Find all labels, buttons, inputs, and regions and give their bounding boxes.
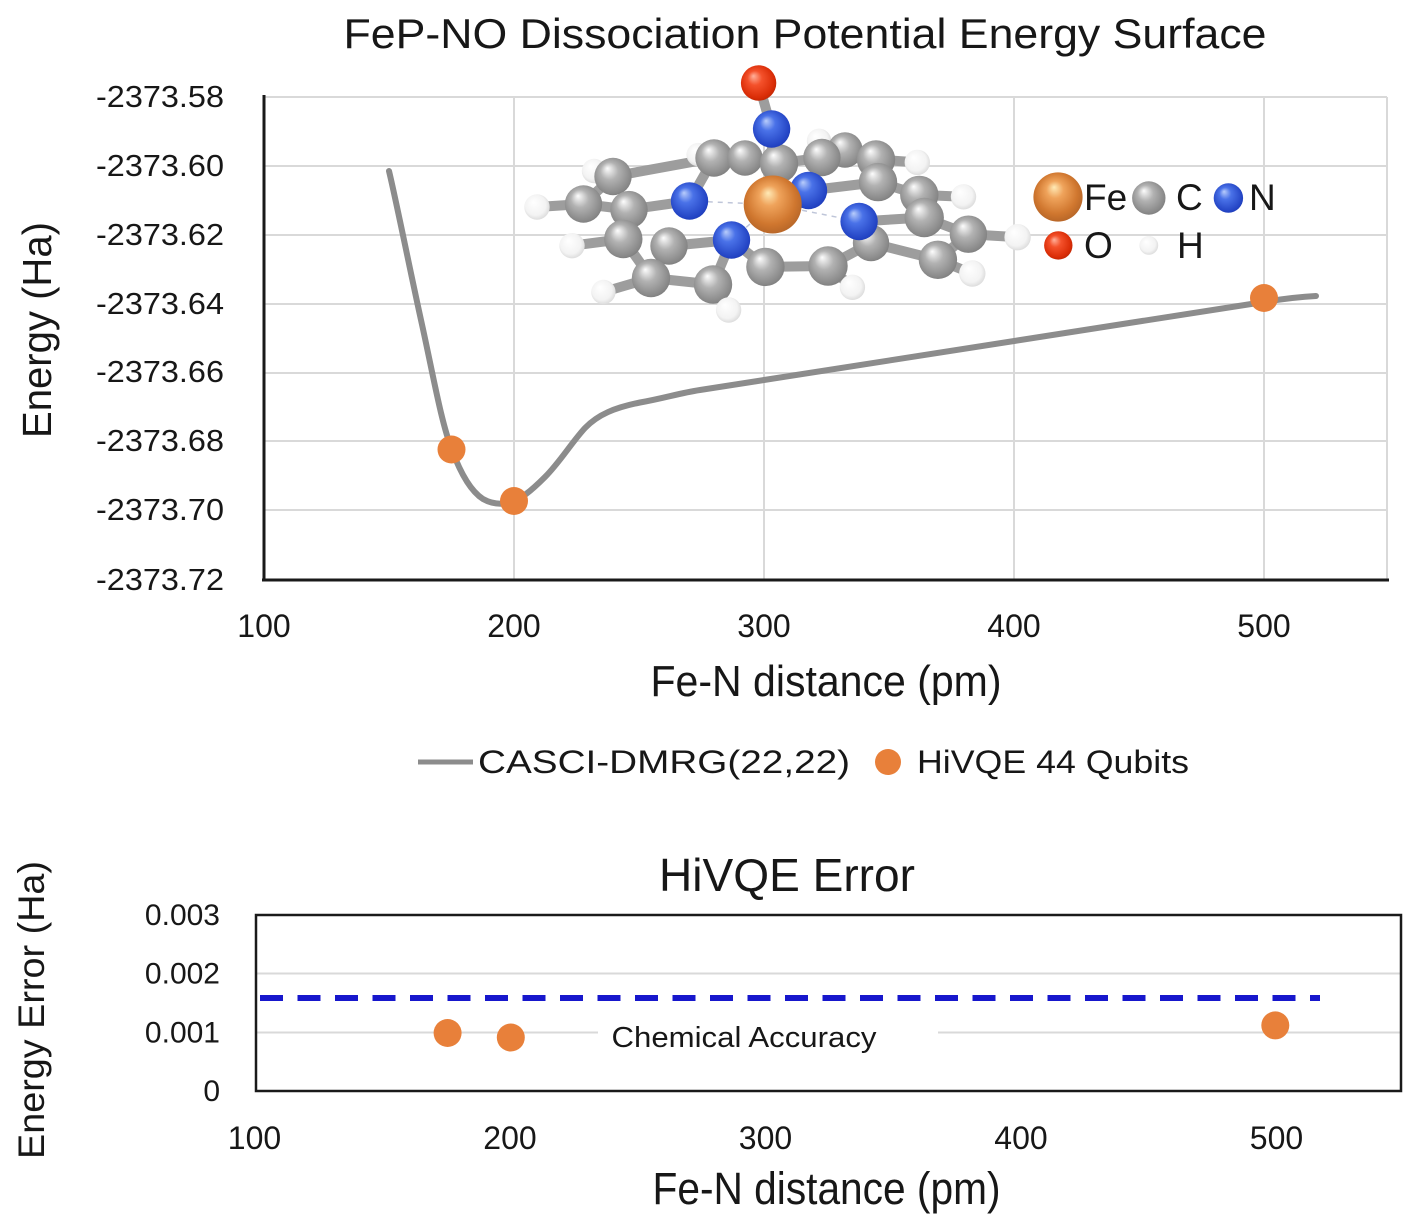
svg-text:-2373.60: -2373.60 <box>96 148 224 183</box>
svg-text:HiVQE Error: HiVQE Error <box>659 849 915 901</box>
svg-text:100: 100 <box>237 608 290 644</box>
svg-text:-2373.70: -2373.70 <box>96 492 224 527</box>
svg-text:-2373.58: -2373.58 <box>96 79 224 114</box>
svg-text:0.003: 0.003 <box>145 899 220 932</box>
svg-text:-2373.66: -2373.66 <box>96 354 224 389</box>
svg-text:200: 200 <box>483 1120 536 1156</box>
svg-text:CASCI-DMRG(22,22): CASCI-DMRG(22,22) <box>478 744 850 780</box>
svg-text:-2373.62: -2373.62 <box>96 217 224 252</box>
svg-text:Fe-N distance (pm): Fe-N distance (pm) <box>653 1163 1001 1214</box>
svg-text:200: 200 <box>487 608 540 644</box>
svg-text:Energy (Ha): Energy (Ha) <box>14 222 60 438</box>
svg-text:100: 100 <box>228 1120 281 1156</box>
svg-text:N: N <box>1249 177 1276 218</box>
svg-text:0.001: 0.001 <box>145 1017 220 1050</box>
svg-text:Energy Error (Ha): Energy Error (Ha) <box>11 861 52 1159</box>
svg-text:Fe: Fe <box>1084 177 1127 218</box>
svg-text:Fe-N distance (pm): Fe-N distance (pm) <box>651 657 1002 706</box>
svg-text:500: 500 <box>1237 608 1290 644</box>
svg-text:-2373.68: -2373.68 <box>96 423 224 458</box>
svg-text:400: 400 <box>987 608 1040 644</box>
svg-text:400: 400 <box>994 1120 1047 1156</box>
svg-text:300: 300 <box>737 608 790 644</box>
svg-text:H: H <box>1177 225 1204 266</box>
svg-text:O: O <box>1084 225 1113 266</box>
svg-text:500: 500 <box>1250 1120 1303 1156</box>
svg-text:-2373.72: -2373.72 <box>96 562 224 597</box>
svg-text:HiVQE 44 Qubits: HiVQE 44 Qubits <box>917 744 1189 780</box>
svg-text:0.002: 0.002 <box>145 958 220 991</box>
svg-text:Chemical Accuracy: Chemical Accuracy <box>612 1022 878 1054</box>
svg-text:300: 300 <box>739 1120 792 1156</box>
svg-text:0: 0 <box>203 1075 220 1108</box>
svg-text:FeP-NO Dissociation Potential: FeP-NO Dissociation Potential Energy Sur… <box>344 10 1267 57</box>
svg-text:-2373.64: -2373.64 <box>96 286 224 321</box>
svg-text:C: C <box>1176 177 1203 218</box>
